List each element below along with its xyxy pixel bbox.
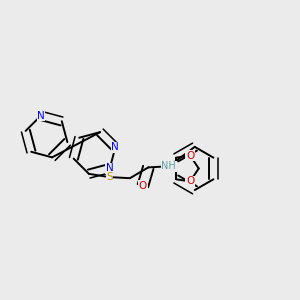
Text: N: N bbox=[37, 111, 45, 121]
Text: NH: NH bbox=[161, 161, 176, 171]
Text: O: O bbox=[186, 176, 194, 186]
Text: N: N bbox=[106, 163, 114, 173]
Text: S: S bbox=[106, 172, 113, 182]
Text: N: N bbox=[112, 142, 119, 152]
Text: O: O bbox=[139, 181, 147, 191]
Text: O: O bbox=[186, 151, 194, 160]
